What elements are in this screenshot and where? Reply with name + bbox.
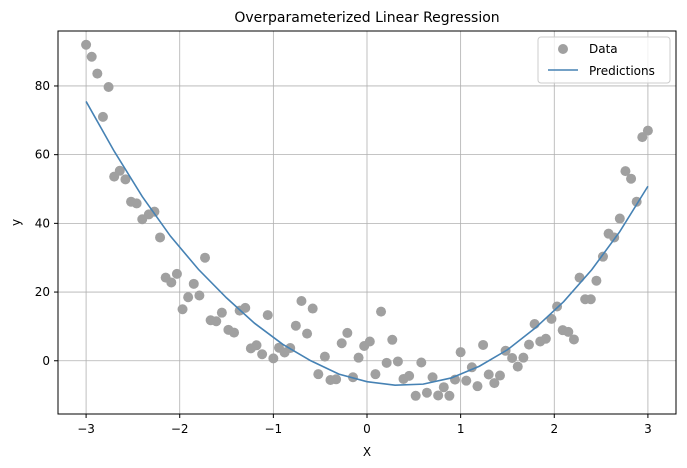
data-point [455, 347, 466, 358]
data-point [387, 334, 398, 345]
data-point [626, 173, 637, 184]
data-point [392, 356, 403, 367]
data-point [620, 166, 631, 177]
x-tick-label: −3 [77, 422, 95, 436]
legend-predictions-label: Predictions [589, 64, 655, 78]
data-point [404, 370, 415, 381]
y-tick-label: 40 [35, 216, 50, 230]
y-tick-label: 20 [35, 285, 50, 299]
legend-data-label: Data [589, 42, 618, 56]
data-point [336, 338, 347, 349]
data-point [183, 292, 194, 303]
data-point [461, 375, 472, 386]
data-point [200, 252, 211, 263]
data-layer [81, 39, 653, 401]
data-point [410, 390, 421, 401]
data-point [591, 275, 602, 286]
data-point [188, 278, 199, 289]
data-point [103, 81, 114, 92]
data-point [97, 111, 108, 122]
data-point [240, 302, 251, 313]
data-point [507, 353, 518, 364]
data-point [342, 327, 353, 338]
data-point [478, 339, 489, 350]
data-point [257, 349, 268, 360]
x-tick-label: −1 [265, 422, 283, 436]
data-point [211, 316, 222, 327]
data-point [268, 353, 279, 364]
data-point [483, 369, 494, 380]
data-point [155, 232, 166, 243]
data-point [313, 369, 324, 380]
data-point [251, 340, 262, 351]
data-point [540, 333, 551, 344]
data-point [427, 372, 438, 383]
x-tick-label: 3 [644, 422, 652, 436]
x-axis-label: X [363, 445, 371, 459]
data-point [229, 327, 240, 338]
legend: Data Predictions [537, 36, 671, 84]
data-point [262, 310, 273, 321]
data-point [307, 303, 318, 314]
data-point [472, 381, 483, 392]
data-point [177, 304, 188, 315]
y-axis-label: y [9, 219, 23, 226]
data-point [370, 369, 381, 380]
data-point [364, 336, 375, 347]
y-tick-label: 60 [35, 148, 50, 162]
axis-ticks: −3 −2 −1 0 1 2 3 0 20 40 60 80 [35, 79, 652, 436]
grid-lines [58, 31, 676, 414]
data-point [489, 378, 500, 389]
data-point [433, 390, 444, 401]
data-point [518, 352, 529, 363]
legend-data-marker [558, 44, 568, 54]
data-point [421, 387, 432, 398]
data-point [568, 334, 579, 345]
data-point [637, 132, 648, 143]
data-point [376, 306, 387, 317]
x-tick-label: 2 [550, 422, 558, 436]
x-tick-label: 1 [457, 422, 465, 436]
x-tick-label: 0 [363, 422, 371, 436]
data-point [552, 301, 563, 312]
data-point [585, 294, 596, 305]
data-point [381, 357, 392, 368]
data-point [290, 320, 301, 331]
data-point [296, 295, 307, 306]
data-point [86, 51, 97, 62]
data-point [166, 277, 177, 288]
data-point [438, 382, 449, 393]
data-point [194, 290, 205, 301]
data-point [574, 272, 585, 283]
data-point [131, 198, 142, 209]
data-point [319, 351, 330, 362]
data-point [642, 125, 653, 136]
data-point [171, 268, 182, 279]
data-point [302, 328, 313, 339]
data-point [216, 307, 227, 318]
predictions-line [85, 101, 649, 386]
data-point [416, 357, 427, 368]
data-point [92, 68, 103, 79]
data-point [81, 39, 92, 50]
data-point [523, 339, 534, 350]
y-tick-label: 80 [35, 79, 50, 93]
y-tick-label: 0 [42, 354, 50, 368]
data-point [512, 361, 523, 372]
data-point [120, 174, 131, 185]
data-point [614, 213, 625, 224]
data-point [114, 165, 125, 176]
x-tick-label: −2 [171, 422, 189, 436]
data-point [494, 370, 505, 381]
data-point [331, 374, 342, 385]
data-point [444, 390, 455, 401]
data-point [353, 352, 364, 363]
legend-box [537, 36, 671, 84]
chart-title: Overparameterized Linear Regression [234, 10, 499, 26]
data-point [563, 326, 574, 337]
